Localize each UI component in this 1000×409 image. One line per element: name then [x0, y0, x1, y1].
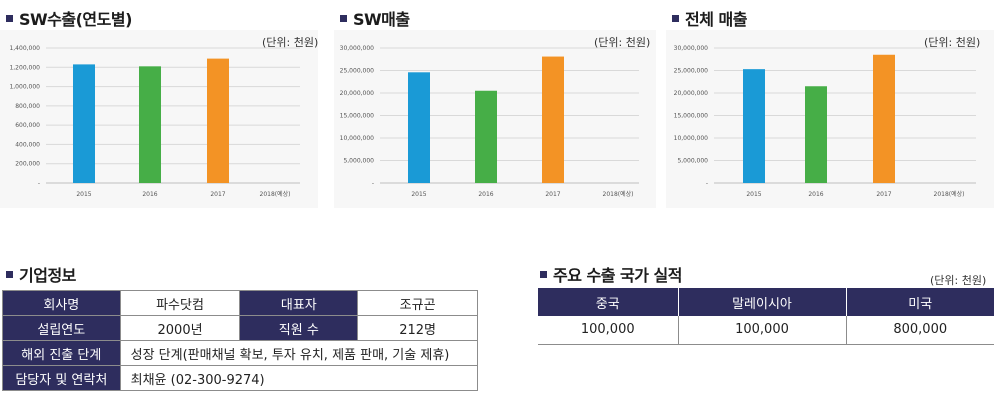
country-value-malaysia: 100,000	[678, 316, 847, 345]
table-row: 100,000 100,000 800,000	[538, 316, 994, 345]
y-tick-label: 1,400,000	[9, 45, 40, 52]
export-countries-unit: (단위: 천원)	[930, 274, 987, 287]
y-tick-label: 15,000,000	[340, 113, 375, 120]
sw-sales-chart-title: SW매출	[340, 6, 410, 30]
bar	[873, 54, 895, 183]
export-countries-title-text: 주요 수출 국가 실적	[553, 266, 682, 285]
sw-export-unit: (단위: 천원)	[262, 36, 319, 49]
x-tick-label: 2018(예상)	[934, 190, 965, 198]
y-tick-label: 25,000,000	[674, 68, 709, 75]
y-tick-label: 30,000,000	[674, 45, 709, 52]
country-header-china: 중국	[538, 288, 679, 316]
x-tick-label: 2015	[411, 191, 426, 198]
export-countries-title: 주요 수출 국가 실적	[540, 262, 682, 286]
contact-value: 최채윤 (02-300-9274)	[119, 365, 479, 391]
bullet-square-icon	[6, 271, 13, 278]
y-tick-label: 15,000,000	[674, 113, 709, 120]
table-row: 해외 진출 단계 성장 단계(판매채널 확보, 투자 유치, 제품 판매, 기술…	[2, 340, 479, 366]
company-info-title: 기업정보	[6, 262, 76, 286]
sw-export-chart: 1,400,000 1,200,000 1,000,000 800,000 600,00…	[0, 0, 318, 210]
table-row: 회사명 파수닷컴 대표자 조규곤	[2, 290, 478, 316]
y-tick-label: 400,000	[15, 141, 40, 148]
y-tick-label: 20,000,000	[674, 90, 709, 97]
y-tick-label: 10,000,000	[674, 135, 709, 142]
x-tick-label: 2016	[478, 191, 493, 198]
ceo-label: 대표자	[239, 290, 359, 316]
y-tick-label: -	[38, 180, 40, 187]
total-sales-title-text: 전체 매출	[685, 10, 747, 29]
country-value-china: 100,000	[538, 316, 679, 345]
x-tick-label: 2015	[76, 191, 91, 198]
y-tick-label: 25,000,000	[340, 68, 375, 75]
bar	[542, 56, 564, 183]
y-tick-label: 10,000,000	[340, 135, 375, 142]
export-countries-table: 중국 말레이시아 미국 100,000 100,000 800,000	[538, 288, 994, 345]
bullet-square-icon	[6, 15, 13, 22]
bar	[207, 58, 229, 183]
bullet-square-icon	[540, 271, 547, 278]
total-sales-unit: (단위: 천원)	[924, 36, 981, 49]
y-tick-label: 1,200,000	[9, 64, 40, 71]
company-info-table: 회사명 파수닷컴 대표자 조규곤 설립연도 2000년 직원 수 212명 해외…	[2, 290, 479, 391]
country-value-usa: 800,000	[846, 316, 994, 345]
bar	[73, 64, 95, 183]
country-header-usa: 미국	[846, 288, 994, 316]
x-tick-label: 2016	[142, 191, 157, 198]
bar	[743, 69, 765, 183]
company-name-value: 파수닷컴	[119, 290, 241, 316]
bullet-square-icon	[672, 15, 679, 22]
x-tick-label: 2018(예상)	[260, 190, 291, 198]
sw-sales-title-text: SW매출	[353, 10, 410, 29]
bullet-square-icon	[340, 15, 347, 22]
sw-export-chart-title: SW수출(연도별)	[6, 6, 132, 30]
stage-value: 성장 단계(판매채널 확보, 투자 유치, 제품 판매, 기술 제휴)	[119, 340, 479, 366]
x-tick-label: 2017	[210, 191, 225, 198]
stage-label: 해외 진출 단계	[2, 340, 121, 366]
table-row: 설립연도 2000년 직원 수 212명	[2, 315, 478, 341]
table-row: 담당자 및 연락처 최채윤 (02-300-9274)	[2, 365, 479, 391]
y-tick-label: 600,000	[15, 122, 40, 129]
country-header-malaysia: 말레이시아	[678, 288, 847, 316]
y-tick-label: 5,000,000	[343, 158, 374, 165]
sw-export-chart-svg: 1,400,000 1,200,000 1,000,000 800,000 600,00…	[0, 30, 318, 208]
x-tick-label: 2015	[746, 191, 761, 198]
bar	[408, 72, 430, 183]
total-sales-chart: 30,000,000 25,000,000 20,000,000 15,000,000…	[666, 0, 994, 210]
y-tick-label: -	[372, 180, 374, 187]
total-sales-chart-title: 전체 매출	[672, 6, 747, 30]
x-tick-label: 2017	[545, 191, 560, 198]
y-tick-label: 5,000,000	[677, 158, 708, 165]
bar	[805, 86, 827, 183]
y-tick-label: 30,000,000	[340, 45, 375, 52]
total-sales-chart-svg: 30,000,000 25,000,000 20,000,000 15,000,000…	[666, 30, 994, 208]
sw-sales-chart: 30,000,000 25,000,000 20,000,000 15,000,000…	[334, 0, 656, 210]
y-tick-label: 800,000	[15, 103, 40, 110]
sw-export-title-text: SW수출(연도별)	[19, 10, 132, 29]
staff-value: 212명	[357, 315, 478, 341]
founded-label: 설립연도	[2, 315, 121, 341]
chart-background	[666, 30, 994, 208]
sw-sales-unit: (단위: 천원)	[594, 36, 651, 49]
company-name-label: 회사명	[2, 290, 121, 316]
y-tick-label: 1,000,000	[9, 84, 40, 91]
x-tick-label: 2016	[808, 191, 823, 198]
contact-label: 담당자 및 연락처	[2, 365, 121, 391]
ceo-value: 조규곤	[357, 290, 478, 316]
staff-label: 직원 수	[239, 315, 359, 341]
company-info-title-text: 기업정보	[19, 266, 76, 285]
table-row: 중국 말레이시아 미국	[538, 288, 994, 316]
bar	[139, 66, 161, 183]
x-tick-label: 2018(예상)	[603, 190, 634, 198]
founded-value: 2000년	[119, 315, 241, 341]
x-tick-label: 2017	[876, 191, 891, 198]
y-tick-label: 20,000,000	[340, 90, 375, 97]
y-tick-label: -	[706, 180, 708, 187]
sw-sales-chart-svg: 30,000,000 25,000,000 20,000,000 15,000,000…	[334, 30, 656, 208]
bar	[475, 90, 497, 183]
y-tick-label: 200,000	[15, 161, 40, 168]
